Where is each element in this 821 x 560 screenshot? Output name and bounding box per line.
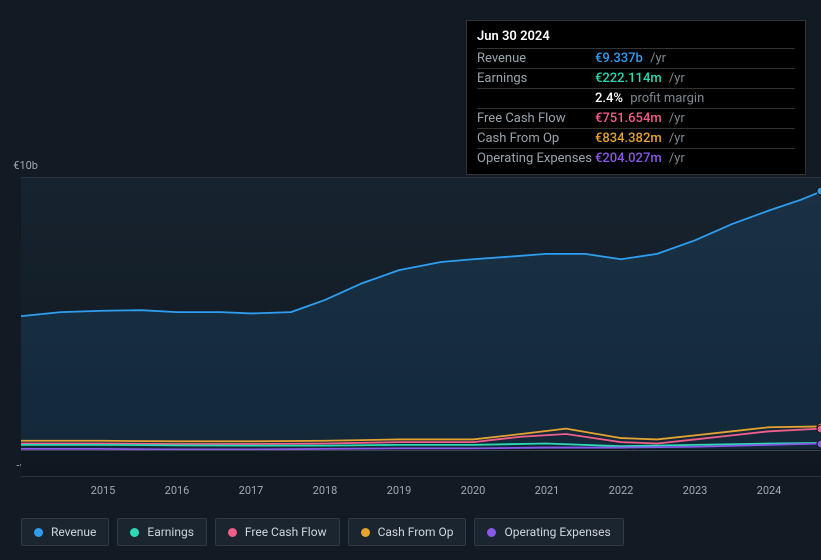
tooltip-row-label: Free Cash Flow	[477, 109, 595, 129]
legend: Revenue Earnings Free Cash Flow Cash From O…	[21, 518, 624, 546]
tooltip-row-value: €834.382m /yr	[595, 129, 795, 149]
hover-tooltip: Jun 30 2024 Revenue€9.337b /yrEarnings€2…	[466, 20, 806, 175]
x-tick: 2020	[461, 484, 486, 497]
zero-gridline	[21, 450, 821, 451]
chart-container: Jun 30 2024 Revenue€9.337b /yrEarnings€2…	[0, 0, 821, 560]
legend-dot-icon	[361, 528, 370, 537]
tooltip-row-value: €204.027m /yr	[595, 149, 795, 169]
legend-label: Cash From Op	[378, 525, 454, 539]
legend-label: Earnings	[147, 525, 194, 539]
legend-label: Operating Expenses	[504, 525, 610, 539]
tooltip-row: Revenue€9.337b /yr	[477, 49, 795, 69]
x-tick: 2024	[757, 484, 782, 497]
legend-cash-from-op[interactable]: Cash From Op	[348, 518, 467, 546]
series-end-marker	[817, 425, 821, 434]
tooltip-row-label: Revenue	[477, 49, 595, 69]
legend-dot-icon	[487, 528, 496, 537]
legend-operating-expenses[interactable]: Operating Expenses	[474, 518, 623, 546]
series-end-marker	[817, 440, 821, 449]
tooltip-row: 2.4% profit margin	[477, 89, 795, 109]
tooltip-row: Cash From Op€834.382m /yr	[477, 129, 795, 149]
x-tick: 2015	[91, 484, 116, 497]
legend-earnings[interactable]: Earnings	[117, 518, 207, 546]
legend-dot-icon	[130, 528, 139, 537]
tooltip-row: Earnings€222.114m /yr	[477, 69, 795, 89]
tooltip-row-value: €222.114m /yr	[595, 69, 795, 89]
x-axis: 2015 2016 2017 2018 2019 2020 2021 2022 2023 2024	[21, 484, 821, 502]
y-axis-max-label: €10b	[0, 159, 38, 172]
tooltip-row-label: Cash From Op	[477, 129, 595, 149]
legend-dot-icon	[228, 528, 237, 537]
legend-label: Free Cash Flow	[245, 525, 327, 539]
tooltip-row-label	[477, 89, 595, 109]
tooltip-row: Operating Expenses€204.027m /yr	[477, 149, 795, 169]
tooltip-row-label: Earnings	[477, 69, 595, 89]
tooltip-row-value: 2.4% profit margin	[595, 89, 795, 109]
tooltip-date: Jun 30 2024	[477, 27, 795, 48]
x-tick: 2017	[239, 484, 264, 497]
legend-label: Revenue	[51, 525, 96, 539]
legend-revenue[interactable]: Revenue	[21, 518, 109, 546]
x-tick: 2022	[609, 484, 634, 497]
legend-free-cash-flow[interactable]: Free Cash Flow	[215, 518, 340, 546]
x-tick: 2021	[535, 484, 560, 497]
tooltip-row-value: €9.337b /yr	[595, 49, 795, 69]
series-end-marker	[817, 186, 821, 195]
x-tick: 2016	[165, 484, 190, 497]
tooltip-row-value: €751.654m /yr	[595, 109, 795, 129]
legend-dot-icon	[34, 528, 43, 537]
plot-area[interactable]	[21, 177, 821, 477]
x-tick: 2019	[387, 484, 412, 497]
x-tick: 2023	[683, 484, 708, 497]
tooltip-table: Revenue€9.337b /yrEarnings€222.114m /yr2…	[477, 48, 795, 168]
tooltip-row-label: Operating Expenses	[477, 149, 595, 169]
x-tick: 2018	[313, 484, 338, 497]
tooltip-row: Free Cash Flow€751.654m /yr	[477, 109, 795, 129]
